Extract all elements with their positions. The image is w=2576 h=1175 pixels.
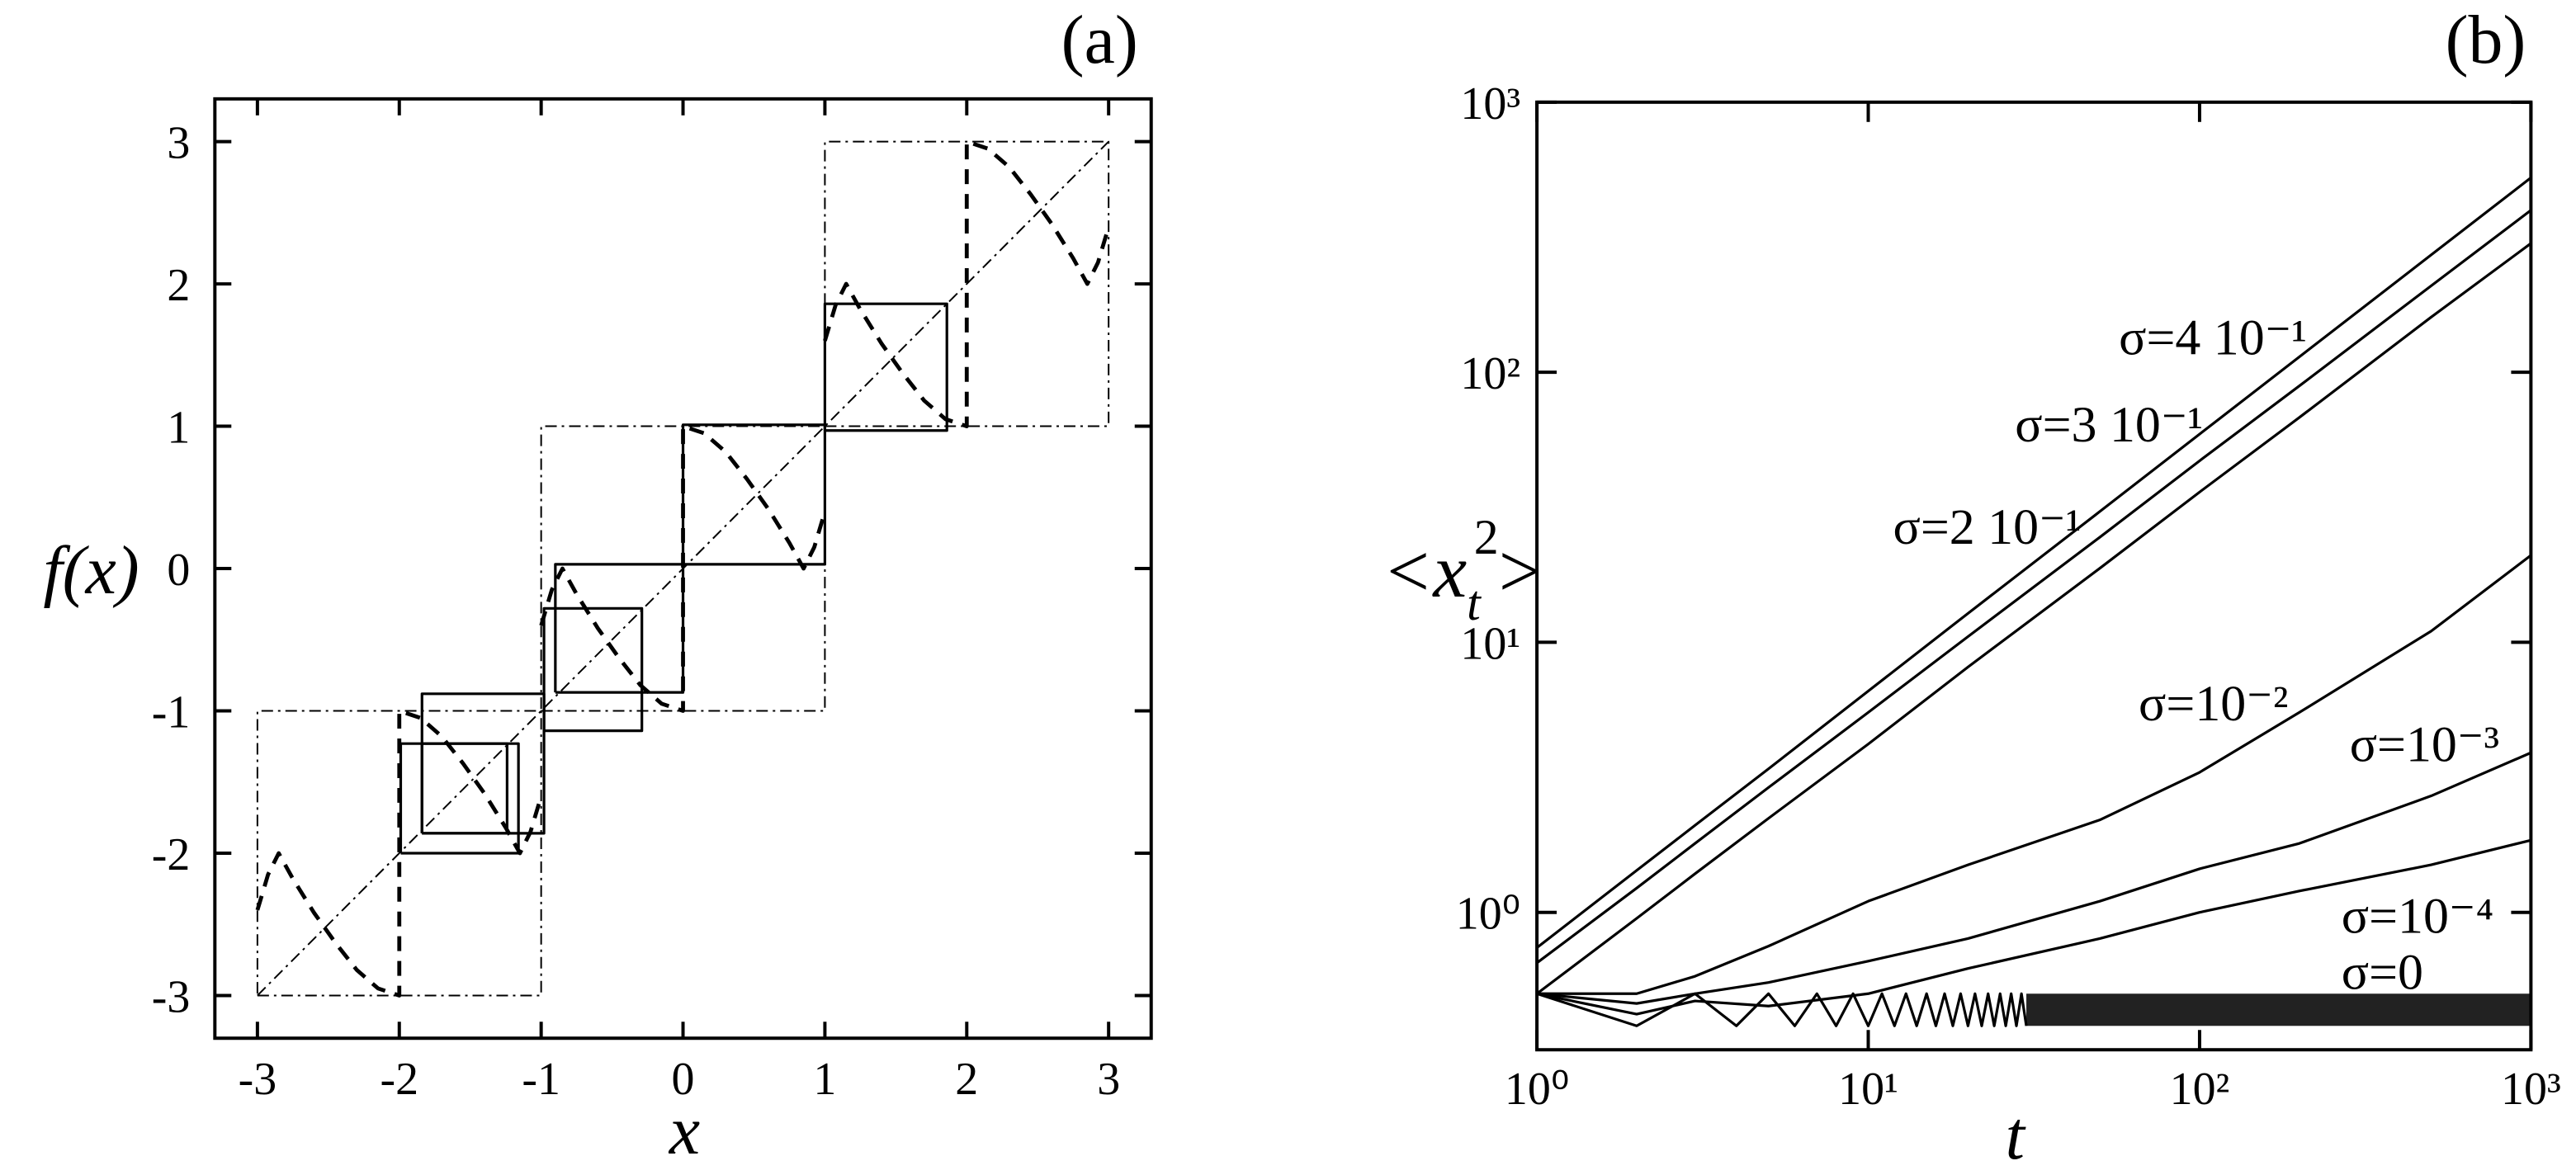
series-line bbox=[539, 424, 827, 713]
y-axis-label: <xt 2> bbox=[1382, 510, 1541, 630]
y-tick-label: -3 bbox=[152, 971, 191, 1022]
y-tick-label: 2 bbox=[167, 260, 190, 311]
y-tick-label: 3 bbox=[167, 118, 190, 169]
series-label: σ=4 10⁻¹ bbox=[2119, 309, 2307, 366]
x-tick-label: 3 bbox=[1097, 1054, 1120, 1105]
series-line bbox=[1536, 177, 2532, 949]
x-tick-label: 10¹ bbox=[1838, 1064, 1898, 1115]
x-tick-label: 10³ bbox=[2501, 1064, 2561, 1115]
series-line bbox=[399, 742, 520, 855]
x-tick-label: -3 bbox=[239, 1054, 277, 1105]
series-line bbox=[823, 139, 1111, 428]
x-tick-label: 2 bbox=[955, 1054, 978, 1105]
series-line bbox=[1536, 751, 2532, 1005]
x-axis-label: t bbox=[2006, 1097, 2026, 1174]
y-tick-label: -2 bbox=[152, 829, 191, 880]
x-tick-label: 10⁰ bbox=[1505, 1064, 1569, 1115]
y-tick-label: 10⁰ bbox=[1456, 889, 1520, 940]
x-tick-label: 0 bbox=[672, 1054, 695, 1105]
oscillation-band bbox=[2026, 993, 2531, 1026]
y-tick-label: 10³ bbox=[1460, 78, 1520, 130]
y-label-part: > bbox=[1499, 529, 1542, 613]
x-tick-label: -1 bbox=[522, 1054, 560, 1105]
series-label: σ=10⁻² bbox=[2139, 676, 2288, 732]
series-label: σ=0 bbox=[2342, 944, 2423, 1000]
x-axis-label: x bbox=[668, 1092, 700, 1169]
series-label: σ=10⁻⁴ bbox=[2342, 888, 2493, 944]
series-line bbox=[420, 692, 546, 835]
x-tick-label: 10² bbox=[2170, 1064, 2230, 1115]
series-line bbox=[1537, 554, 2532, 995]
series-label: σ=3 10⁻¹ bbox=[2015, 397, 2203, 453]
series-line bbox=[823, 302, 948, 432]
series-line bbox=[1536, 209, 2532, 965]
series-label: σ=10⁻³ bbox=[2350, 717, 2499, 773]
panel-label: (a) bbox=[1061, 2, 1138, 78]
x-tick-label: -2 bbox=[380, 1054, 418, 1105]
y-label-part: <x bbox=[1382, 529, 1467, 613]
y-tick-label: 10¹ bbox=[1460, 618, 1520, 669]
y-tick-label: 1 bbox=[167, 403, 190, 454]
panel-label: (b) bbox=[2446, 2, 2526, 78]
series-line bbox=[1536, 992, 2028, 1027]
x-tick-label: 1 bbox=[813, 1054, 836, 1105]
series-line bbox=[824, 140, 1110, 427]
plot-frame bbox=[1535, 100, 2533, 1052]
series-line bbox=[554, 563, 685, 694]
y-label-sup: 2 bbox=[1474, 510, 1499, 564]
y-label-sub: t bbox=[1467, 576, 1482, 630]
y-axis-label: f(x) bbox=[43, 532, 139, 609]
y-tick-label: 0 bbox=[167, 545, 190, 596]
y-tick-label: 10² bbox=[1460, 348, 1520, 399]
series-label: σ=2 10⁻¹ bbox=[1893, 499, 2081, 555]
series-line bbox=[681, 423, 827, 566]
series-line bbox=[542, 606, 644, 733]
series-line bbox=[1536, 242, 2532, 995]
y-tick-label: -1 bbox=[152, 687, 191, 738]
